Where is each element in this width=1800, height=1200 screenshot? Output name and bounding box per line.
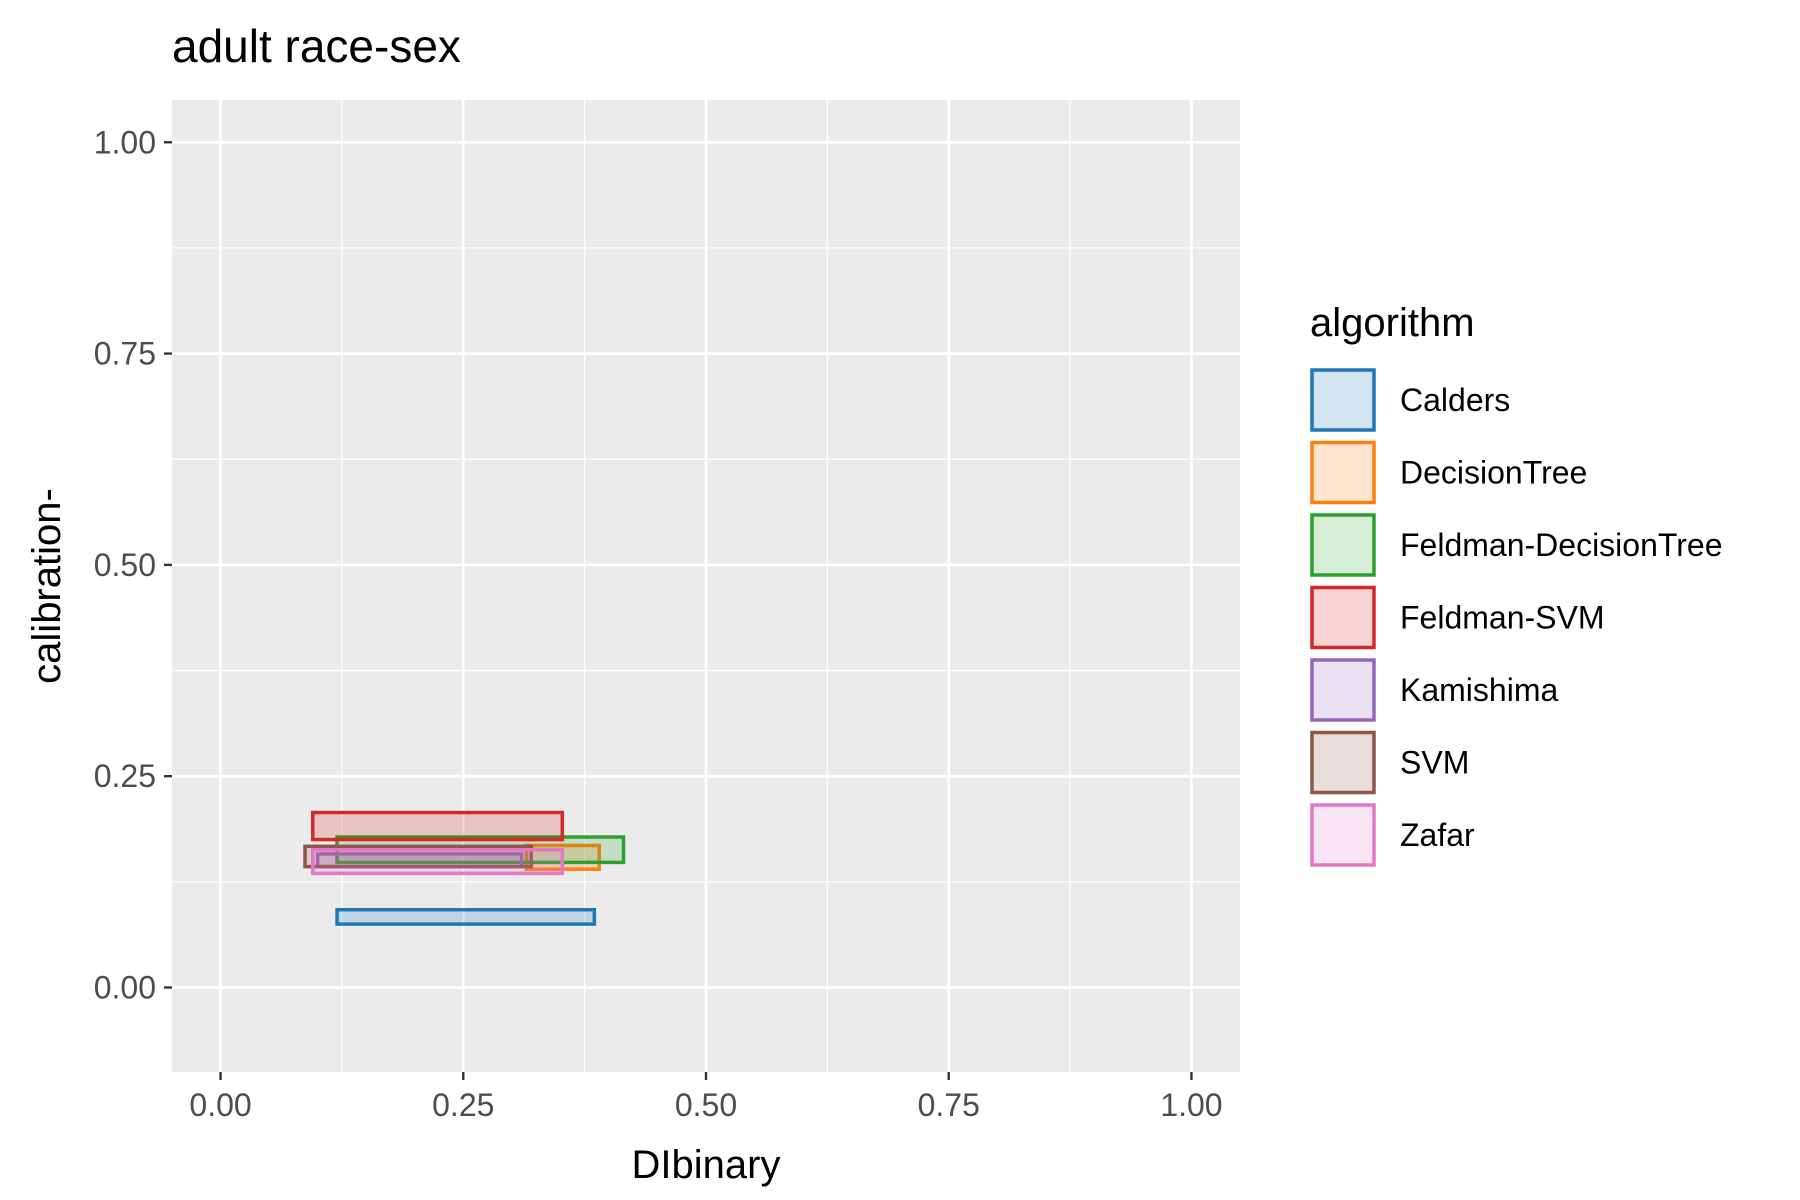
legend-label-feldman-svm: Feldman-SVM [1400,600,1605,636]
legend-key-bg [1310,658,1376,722]
legend-key-bg [1310,803,1376,867]
legend-key-decisiontree [1310,440,1376,505]
legend-label-calders: Calders [1400,382,1510,418]
legend-label-kamishima: Kamishima [1400,672,1558,708]
y-tick-label: 0.50 [94,547,156,583]
legend-key-feldman-svm [1310,585,1376,650]
rect-zafar [311,847,565,876]
y-tick-label: 0.75 [94,336,156,372]
data-rects [303,810,626,926]
x-tick-label: 0.50 [675,1087,737,1123]
legend-key-feldman-decisiontree [1310,513,1376,577]
x-tick-label: 0.00 [189,1087,251,1123]
legend-label-svm: SVM [1400,745,1469,781]
rect-feldman-svm [311,810,565,842]
y-tick-label: 1.00 [94,124,156,160]
legend-key-bg [1310,440,1376,505]
y-axis: 0.00 0.25 0.50 0.75 1.00 [94,124,172,1005]
legend-key-calders [1310,368,1376,432]
x-tick-label: 0.75 [918,1087,980,1123]
legend-key-zafar [1310,803,1376,867]
y-axis-title: calibration- [25,488,69,684]
chart-title: adult race-sex [172,20,461,72]
y-tick-label: 0.00 [94,969,156,1005]
x-tick-label: 1.00 [1160,1087,1222,1123]
legend-key-bg [1310,513,1376,577]
x-axis: 0.00 0.25 0.50 0.75 1.00 [189,1072,1223,1123]
legend-key-bg [1310,730,1376,795]
y-tick-label: 0.25 [94,758,156,794]
legend: Calders DecisionTree Feldman-DecisionTree F… [1310,368,1722,867]
legend-key-kamishima [1310,658,1376,722]
legend-title: algorithm [1310,301,1475,345]
legend-key-svm [1310,730,1376,795]
legend-label-feldman-decisiontree: Feldman-DecisionTree [1400,527,1722,563]
legend-key-bg [1310,368,1376,432]
legend-label-decisiontree: DecisionTree [1400,455,1587,491]
legend-key-bg [1310,585,1376,650]
x-tick-label: 0.25 [432,1087,494,1123]
rect-calders [335,907,597,926]
legend-label-zafar: Zafar [1400,817,1475,853]
x-axis-title: DIbinary [632,1143,781,1187]
